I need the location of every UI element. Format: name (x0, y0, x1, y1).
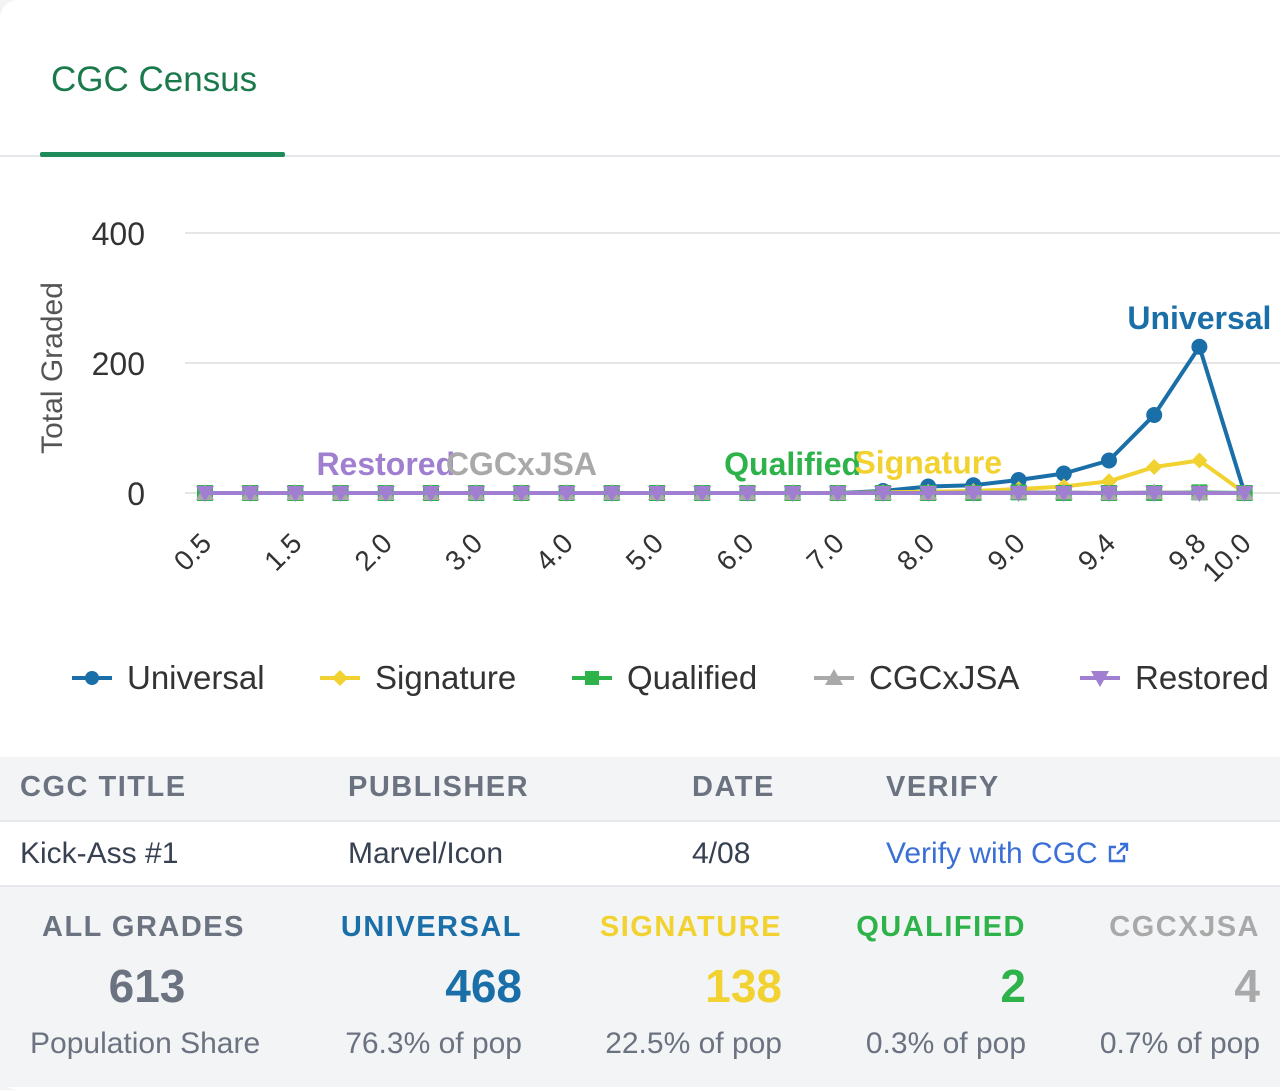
annotation-cgcxjsa: CGCxJSA (446, 446, 597, 482)
stat-qualified-sub: 0.3% of pop (865, 1027, 1026, 1060)
stat-signature-sub: 22.5% of pop (605, 1027, 782, 1060)
point-restored-3-5 (512, 486, 531, 502)
stat-all-grades-sub: Population Share (30, 1027, 261, 1060)
x-tick-label-4-0: 4.0 (529, 527, 578, 576)
x-tick-label-5-0: 5.0 (620, 527, 669, 576)
point-restored-10-0 (1235, 486, 1254, 502)
annotation-signature: Signature (854, 445, 1002, 481)
point-restored-9-2 (1054, 486, 1073, 502)
point-universal-9-8 (1191, 338, 1208, 355)
point-restored-2-5 (422, 486, 440, 502)
legend-qualified-label: Qualified (627, 659, 758, 696)
x-tick-label-3-0: 3.0 (439, 527, 488, 576)
stat-all-grades-value: 613 (108, 960, 186, 1012)
header-publisher: PUBLISHER (348, 771, 530, 803)
legend-signature-label: Signature (375, 659, 517, 696)
tab-cgc-census-label: CGC Census (51, 60, 258, 99)
tab-cgc-census[interactable]: CGC Census (40, 0, 285, 157)
census-line-chart: 0 200 400 Total Graded 0.5 1.5 2.0 3.0 4.0 5.0 6.0… (36, 216, 1280, 588)
annotation-restored: Restored (316, 446, 455, 482)
verify-link-label: Verify with CGC (886, 837, 1098, 870)
annotation-qualified: Qualified (724, 446, 861, 482)
x-tick-label-8-0: 8.0 (891, 527, 940, 576)
population-stats: ALL GRADES 613 Population Share UNIVERSA… (0, 887, 1280, 1087)
x-tick-label-1-5: 1.5 (258, 527, 307, 576)
legend-qualified-marker-icon (572, 671, 612, 685)
x-tick-label-0-5: 0.5 (168, 527, 217, 576)
point-restored-1-8 (331, 486, 350, 502)
point-restored-7-5 (874, 486, 892, 502)
stat-qualified-label: QUALIFIED (856, 911, 1026, 943)
x-tick-label-7-0: 7.0 (801, 527, 850, 576)
point-universal-9-0 (1010, 472, 1027, 488)
point-restored-4-5 (602, 486, 621, 502)
x-tick-label-6-0: 6.0 (710, 527, 759, 576)
stat-cgcxjsa-value: 4 (1234, 960, 1260, 1012)
census-table-row: Kick-Ass #1 Marvel/Icon 4/08 Verify with… (0, 822, 1280, 887)
stat-universal-sub: 76.3% of pop (345, 1027, 522, 1060)
x-tick-label-2-0: 2.0 (349, 527, 398, 576)
point-restored-5-0 (648, 486, 666, 502)
stat-cgcxjsa-sub: 0.7% of pop (1099, 1027, 1260, 1060)
legend-universal-label: Universal (127, 659, 265, 696)
point-universal-9-2 (1055, 465, 1072, 482)
cell-date: 4/08 (692, 837, 751, 870)
point-restored-9-8 (1190, 486, 1209, 502)
external-link-icon (1108, 842, 1128, 863)
chart-legend: Universal Signature Qualified CGCxJSA (70, 655, 1280, 705)
point-universal-9-6 (1146, 407, 1163, 423)
point-restored-1-5 (286, 486, 305, 502)
point-restored-9-0 (1009, 486, 1028, 502)
point-restored-6-0 (738, 486, 757, 502)
census-table-header: CGC TITLE PUBLISHER DATE VERIFY (0, 757, 1280, 822)
x-tick-label-9-4: 9.4 (1072, 527, 1121, 576)
x-tick-label-9-0: 9.0 (981, 527, 1030, 576)
cell-publisher: Marvel/Icon (348, 837, 504, 870)
verify-with-cgc-link[interactable]: Verify with CGC (886, 837, 1130, 871)
point-restored-0-5 (196, 486, 214, 502)
point-restored-2-0 (376, 486, 395, 502)
y-axis-label: Total Graded (36, 282, 69, 454)
stat-cgcxjsa-label: CGCXJSA (1109, 911, 1260, 943)
point-restored-5-5 (693, 486, 712, 502)
point-restored-6-5 (783, 486, 802, 502)
tab-active-indicator (40, 152, 285, 157)
stat-signature-value: 138 (705, 960, 782, 1012)
point-universal-9-4 (1101, 452, 1117, 469)
annotation-universal: Universal (1127, 300, 1271, 336)
point-restored-3-0 (467, 486, 486, 502)
stat-signature-label: SIGNATURE (599, 911, 782, 943)
stat-all-grades-label: ALL GRADES (42, 911, 245, 943)
point-restored-1-0 (241, 486, 260, 502)
stat-universal-label: UNIVERSAL (340, 911, 522, 943)
stat-qualified-value: 2 (1000, 960, 1026, 1012)
tab-bar: CGC Census (0, 0, 1280, 157)
point-restored-8-5 (964, 486, 983, 502)
legend-signature-marker-icon (320, 670, 360, 686)
y-tick-label-200: 200 (92, 346, 145, 382)
header-date: DATE (692, 771, 775, 803)
y-tick-label-400: 400 (92, 216, 145, 252)
legend-cgcxjsa-marker-icon (814, 669, 854, 685)
y-tick-label-0: 0 (127, 476, 145, 512)
point-restored-9-6 (1145, 486, 1164, 502)
x-tick-label-10-0: 10.0 (1196, 527, 1256, 587)
legend-cgcxjsa-label: CGCxJSA (869, 659, 1020, 696)
header-verify: VERIFY (886, 771, 1000, 803)
legend-universal-marker-icon (72, 671, 112, 685)
point-restored-4-0 (557, 486, 576, 502)
cell-title: Kick-Ass #1 (20, 837, 179, 870)
point-restored-8-0 (919, 486, 938, 502)
point-restored-9-4 (1100, 486, 1118, 502)
legend-restored-marker-icon (1080, 671, 1120, 687)
stat-universal-value: 468 (445, 960, 522, 1012)
header-cgc-title: CGC TITLE (20, 771, 187, 803)
point-restored-7-0 (828, 486, 847, 502)
point-signature-9-6 (1146, 459, 1163, 475)
legend-restored-label: Restored (1135, 659, 1269, 696)
point-signature-9-8 (1191, 452, 1208, 469)
